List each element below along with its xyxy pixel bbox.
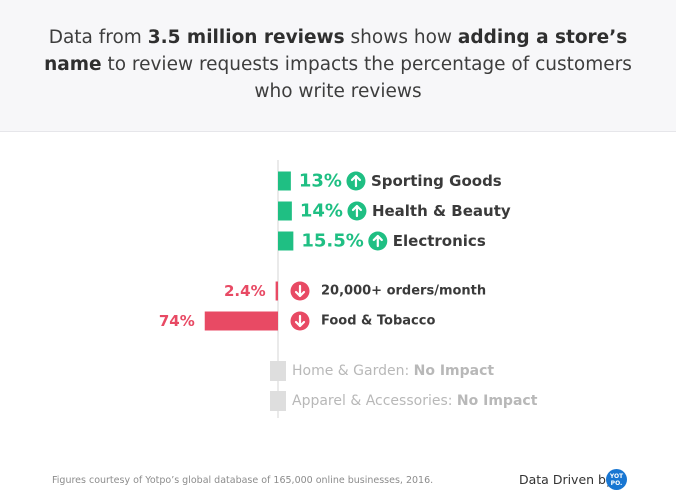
value-label: 14% bbox=[300, 201, 343, 222]
header-panel: Data from 3.5 million reviews shows how … bbox=[0, 0, 676, 132]
category-label: Electronics bbox=[393, 232, 486, 250]
bar-decrease bbox=[275, 281, 278, 301]
impact-label: No Impact bbox=[457, 393, 538, 409]
value-label: 13% bbox=[299, 171, 342, 192]
value-label: 74% bbox=[159, 312, 195, 330]
bar-decrease bbox=[204, 311, 278, 331]
category-label: Home & Garden: No Impact bbox=[292, 363, 494, 379]
neutral-category: Home & Garden: bbox=[292, 363, 414, 379]
yotpo-logo: YOT PO. bbox=[606, 469, 627, 490]
arrow-down-icon bbox=[290, 281, 310, 301]
category-label: Apparel & Accessories: No Impact bbox=[292, 393, 538, 409]
value-label: 2.4% bbox=[224, 282, 266, 300]
header-title-part: 3.5 million reviews bbox=[147, 27, 345, 48]
bar-increase bbox=[278, 171, 291, 191]
brand-text: Data Driven by bbox=[519, 472, 614, 487]
value-label: 15.5% bbox=[301, 231, 363, 252]
footer-note: Figures courtesy of Yotpo’s global datab… bbox=[52, 475, 434, 486]
bar-neutral bbox=[270, 361, 286, 381]
category-label: Health & Beauty bbox=[372, 202, 511, 220]
category-label: 20,000+ orders/month bbox=[321, 284, 486, 299]
impact-label: No Impact bbox=[414, 363, 495, 379]
category-label: Sporting Goods bbox=[371, 172, 502, 190]
header-title-part: shows how bbox=[344, 27, 458, 48]
header-title: Data from 3.5 million reviews shows how … bbox=[40, 24, 636, 105]
bar-neutral bbox=[270, 391, 286, 411]
header-title-part: Data from bbox=[48, 27, 148, 48]
neutral-category: Apparel & Accessories: bbox=[292, 393, 457, 409]
arrow-up-icon bbox=[347, 201, 367, 221]
bar-increase bbox=[278, 201, 292, 221]
header-title-part: adding a store’s name bbox=[44, 27, 628, 75]
logo-text: YOT PO. bbox=[609, 472, 624, 487]
bar-increase bbox=[278, 231, 294, 251]
arrow-up-icon bbox=[346, 171, 366, 191]
arrow-up-icon bbox=[368, 231, 388, 251]
category-label: Food & Tobacco bbox=[321, 314, 435, 329]
header-title-part: to review requests impacts the percentag… bbox=[101, 54, 632, 102]
arrow-down-icon bbox=[290, 311, 310, 331]
